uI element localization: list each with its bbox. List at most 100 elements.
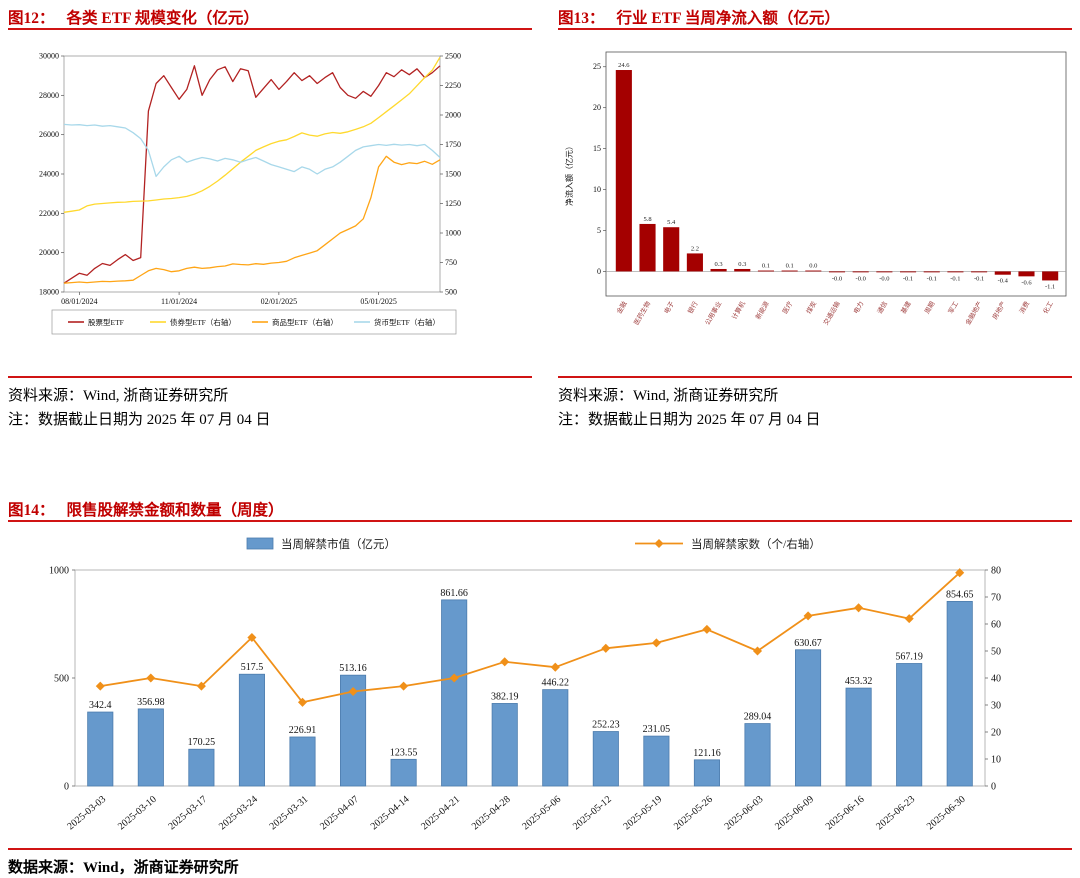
fig13-bar-value-label: 5.4 <box>667 219 676 226</box>
fig14-left-tick-label: 1000 <box>49 566 69 577</box>
fig12-left-tick-label: 22000 <box>39 209 59 218</box>
fig14-right-tick-label: 20 <box>991 728 1001 739</box>
fig14-right-tick-label: 80 <box>991 566 1001 577</box>
fig12-legend-label: 股票型ETF <box>88 318 124 327</box>
fig14-bar <box>188 748 215 787</box>
fig14-right-tick-label: 50 <box>991 647 1001 658</box>
fig14-bar-value-label: 861.66 <box>440 588 468 599</box>
figure12-note: 注：数据截止日期为 2025 年 07 月 04 日 <box>8 412 271 428</box>
fig13-category-label: 周期 <box>923 300 937 316</box>
fig14-x-label: 2025-04-14 <box>369 794 412 832</box>
fig14-x-label: 2025-05-19 <box>621 794 664 832</box>
fig13-category-label: 计算机 <box>729 299 747 321</box>
fig13-category-label: 通信 <box>875 299 890 315</box>
fig12-series-line <box>63 56 441 213</box>
fig13-bar <box>710 268 727 272</box>
fig13-bar <box>663 227 680 272</box>
fig13-category-label: 消费 <box>1017 299 1032 315</box>
fig12-series-line <box>63 155 441 284</box>
fig13-bar-value-label: 2.2 <box>691 245 699 252</box>
fig14-bar-value-label: 567.19 <box>895 651 923 662</box>
fig14-left-tick-label: 500 <box>54 674 69 685</box>
fig13-bar-value-label: 0.1 <box>786 263 794 270</box>
fig14-x-label: 2025-03-24 <box>217 794 260 832</box>
fig14-x-label: 2025-06-23 <box>874 794 917 832</box>
fig14-bar <box>643 735 670 787</box>
fig13-bar-value-label: -1.1 <box>1045 283 1055 290</box>
fig14-x-label: 2025-05-12 <box>571 794 614 832</box>
fig12-legend-label: 货币型ETF（右轴） <box>374 317 440 327</box>
figure12-title-text: 各类 ETF 规模变化（亿元） <box>66 10 259 27</box>
fig13-category-label: 银行 <box>685 299 700 315</box>
fig14-x-label: 2025-06-03 <box>723 794 766 832</box>
fig14-line-marker <box>702 624 712 634</box>
fig13-bar <box>757 270 774 272</box>
fig14-bar-value-label: 231.05 <box>643 724 671 735</box>
fig13-bar <box>639 223 656 272</box>
fig13-bar-value-label: 24.6 <box>618 62 630 69</box>
fig13-category-label: 医疗 <box>780 299 795 315</box>
figure14-title-text: 限售股解禁金额和数量（周度） <box>66 502 284 519</box>
fig12-right-tick-label: 1250 <box>445 199 461 208</box>
fig14-right-tick-label: 10 <box>991 755 1001 766</box>
figure13-source: 资料来源：Wind, 浙商证券研究所 <box>558 388 779 404</box>
fig14-bar-value-label: 382.19 <box>491 691 519 702</box>
fig13-bar <box>1018 271 1035 277</box>
fig13-bar <box>1042 271 1059 281</box>
fig14-line-marker <box>904 614 914 624</box>
fig14-right-tick-label: 60 <box>991 620 1001 631</box>
fig12-right-tick-label: 1000 <box>445 229 461 238</box>
fig14-bar <box>289 736 316 787</box>
fig13-y-tick-label: 20 <box>593 103 601 112</box>
fig14-legend-line-marker <box>654 538 664 549</box>
fig14-bar <box>795 649 822 787</box>
fig14-x-label: 2025-05-06 <box>520 794 563 832</box>
fig13-bar <box>971 271 988 273</box>
fig14-right-tick-label: 30 <box>991 701 1001 712</box>
fig13-bar-value-label: 0.1 <box>762 263 770 270</box>
fig12-right-tick-label: 2500 <box>445 52 461 61</box>
fig14-bar <box>592 731 619 787</box>
fig14-bar <box>390 758 417 787</box>
fig13-category-label: 金融地产 <box>963 299 984 326</box>
fig14-bar-value-label: 356.98 <box>137 697 165 708</box>
fig13-bar <box>923 271 940 273</box>
fig13-y-tick-label: 5 <box>597 226 601 235</box>
fig13-bar <box>781 270 798 272</box>
share-unlock-combo-chart: 0 500 1000 0 10 20 30 40 50 60 70 80 342.4 2025-03-03… <box>49 537 1001 832</box>
fig14-line-marker <box>95 681 105 691</box>
fig14-x-label: 2025-05-26 <box>672 794 715 832</box>
fig12-series-line <box>63 123 441 178</box>
fig14-right-tick-label: 40 <box>991 674 1001 685</box>
fig12-legend-label: 商品型ETF（右轴） <box>272 317 338 327</box>
fig13-category-label: 房地产 <box>990 299 1008 321</box>
fig13-plot-border <box>605 51 1067 297</box>
fig13-bar <box>876 271 893 273</box>
fig13-category-label: 交通运输 <box>821 299 842 326</box>
fig14-bar-value-label: 121.16 <box>693 748 721 759</box>
figure12-label: 图12： <box>8 10 55 27</box>
fig13-bar-value-label: -0.0 <box>832 275 842 282</box>
fig12-legend-label: 债券型ETF（右轴） <box>170 317 236 327</box>
fig14-bar-value-label: 630.67 <box>794 638 822 649</box>
fig13-category-label: 公用事业 <box>703 299 724 326</box>
fig12-series-line <box>63 65 441 284</box>
figure13-label: 图13： <box>558 10 605 27</box>
fig13-y-axis-title: 净流入额（亿元） <box>564 142 574 206</box>
fig14-bar <box>238 673 265 787</box>
figure14-label: 图14： <box>8 502 55 519</box>
figure12-bottom-rule <box>8 376 532 378</box>
figure12-title-rule <box>8 28 532 30</box>
fig13-bar <box>615 70 632 272</box>
fig13-category-label: 医药生物 <box>631 299 652 326</box>
fig14-bar <box>542 689 569 787</box>
fig13-bar <box>900 271 917 273</box>
fig14-bar-value-label: 513.16 <box>339 663 367 674</box>
fig13-bar <box>994 271 1011 275</box>
fig14-bar <box>693 759 720 787</box>
fig14-x-label: 2025-03-10 <box>116 794 159 832</box>
fig13-bar-value-label: -0.6 <box>1021 279 1032 286</box>
fig13-bar <box>947 271 964 273</box>
fig14-line-marker <box>803 611 813 621</box>
